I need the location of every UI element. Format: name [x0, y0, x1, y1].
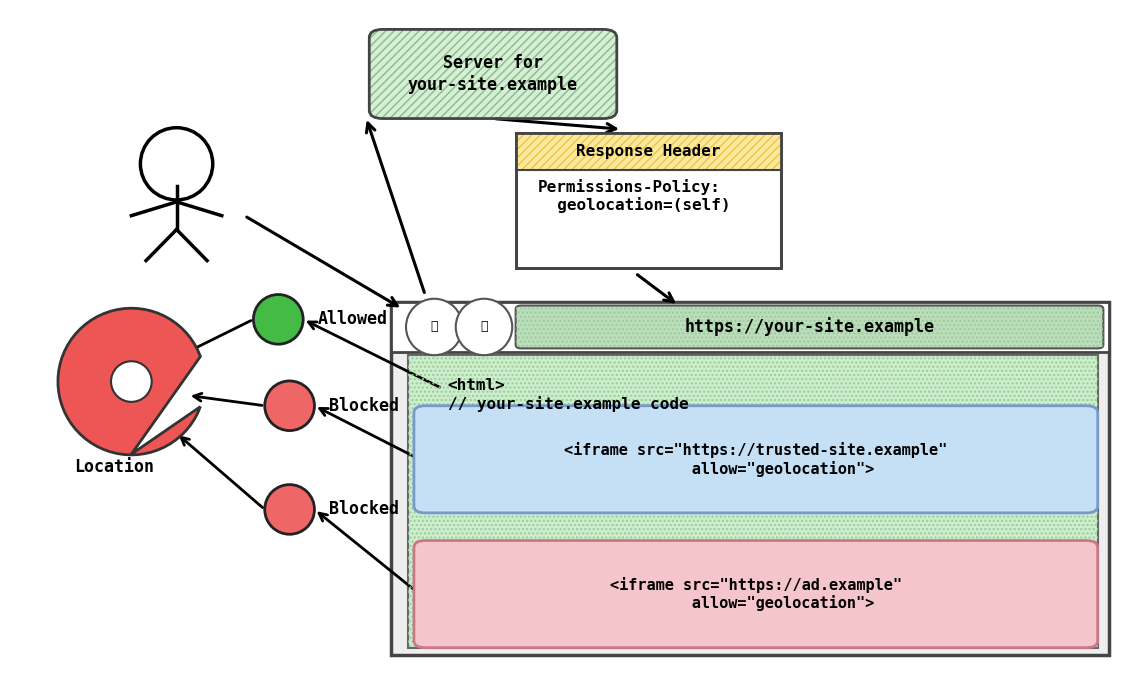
Ellipse shape — [455, 298, 512, 355]
Text: ⏮: ⏮ — [431, 321, 438, 333]
Bar — [516, 133, 782, 267]
Text: https://your-site.example: https://your-site.example — [684, 317, 935, 337]
Bar — [408, 355, 1098, 648]
FancyBboxPatch shape — [516, 305, 1104, 348]
Bar — [516, 133, 782, 171]
Text: Server for
your-site.example: Server for your-site.example — [408, 54, 578, 94]
Ellipse shape — [406, 298, 462, 355]
Text: Blocked: Blocked — [330, 500, 399, 518]
Ellipse shape — [140, 128, 213, 200]
Ellipse shape — [265, 484, 315, 534]
Bar — [516, 133, 782, 267]
Text: <iframe src="https://ad.example"
      allow="geolocation">: <iframe src="https://ad.example" allow="… — [610, 577, 902, 611]
Text: Location: Location — [75, 457, 154, 475]
Ellipse shape — [254, 294, 304, 344]
Text: Blocked: Blocked — [330, 397, 399, 415]
Ellipse shape — [111, 362, 152, 402]
FancyBboxPatch shape — [369, 29, 616, 119]
Text: Allowed: Allowed — [318, 310, 387, 328]
Text: <html>
// your-site.example code: <html> // your-site.example code — [448, 378, 689, 412]
Text: Response Header: Response Header — [577, 144, 721, 159]
Polygon shape — [58, 308, 201, 455]
Bar — [391, 302, 1109, 352]
Bar — [408, 355, 1098, 648]
Bar — [516, 133, 782, 171]
FancyBboxPatch shape — [414, 406, 1098, 513]
Text: <iframe src="https://trusted-site.example"
      allow="geolocation">: <iframe src="https://trusted-site.exampl… — [564, 442, 947, 477]
Text: ⏭: ⏭ — [480, 321, 487, 333]
Text: Permissions-Policy:
  geolocation=(self): Permissions-Policy: geolocation=(self) — [538, 179, 731, 213]
Ellipse shape — [265, 381, 315, 430]
Bar — [391, 302, 1109, 654]
FancyBboxPatch shape — [414, 541, 1098, 648]
